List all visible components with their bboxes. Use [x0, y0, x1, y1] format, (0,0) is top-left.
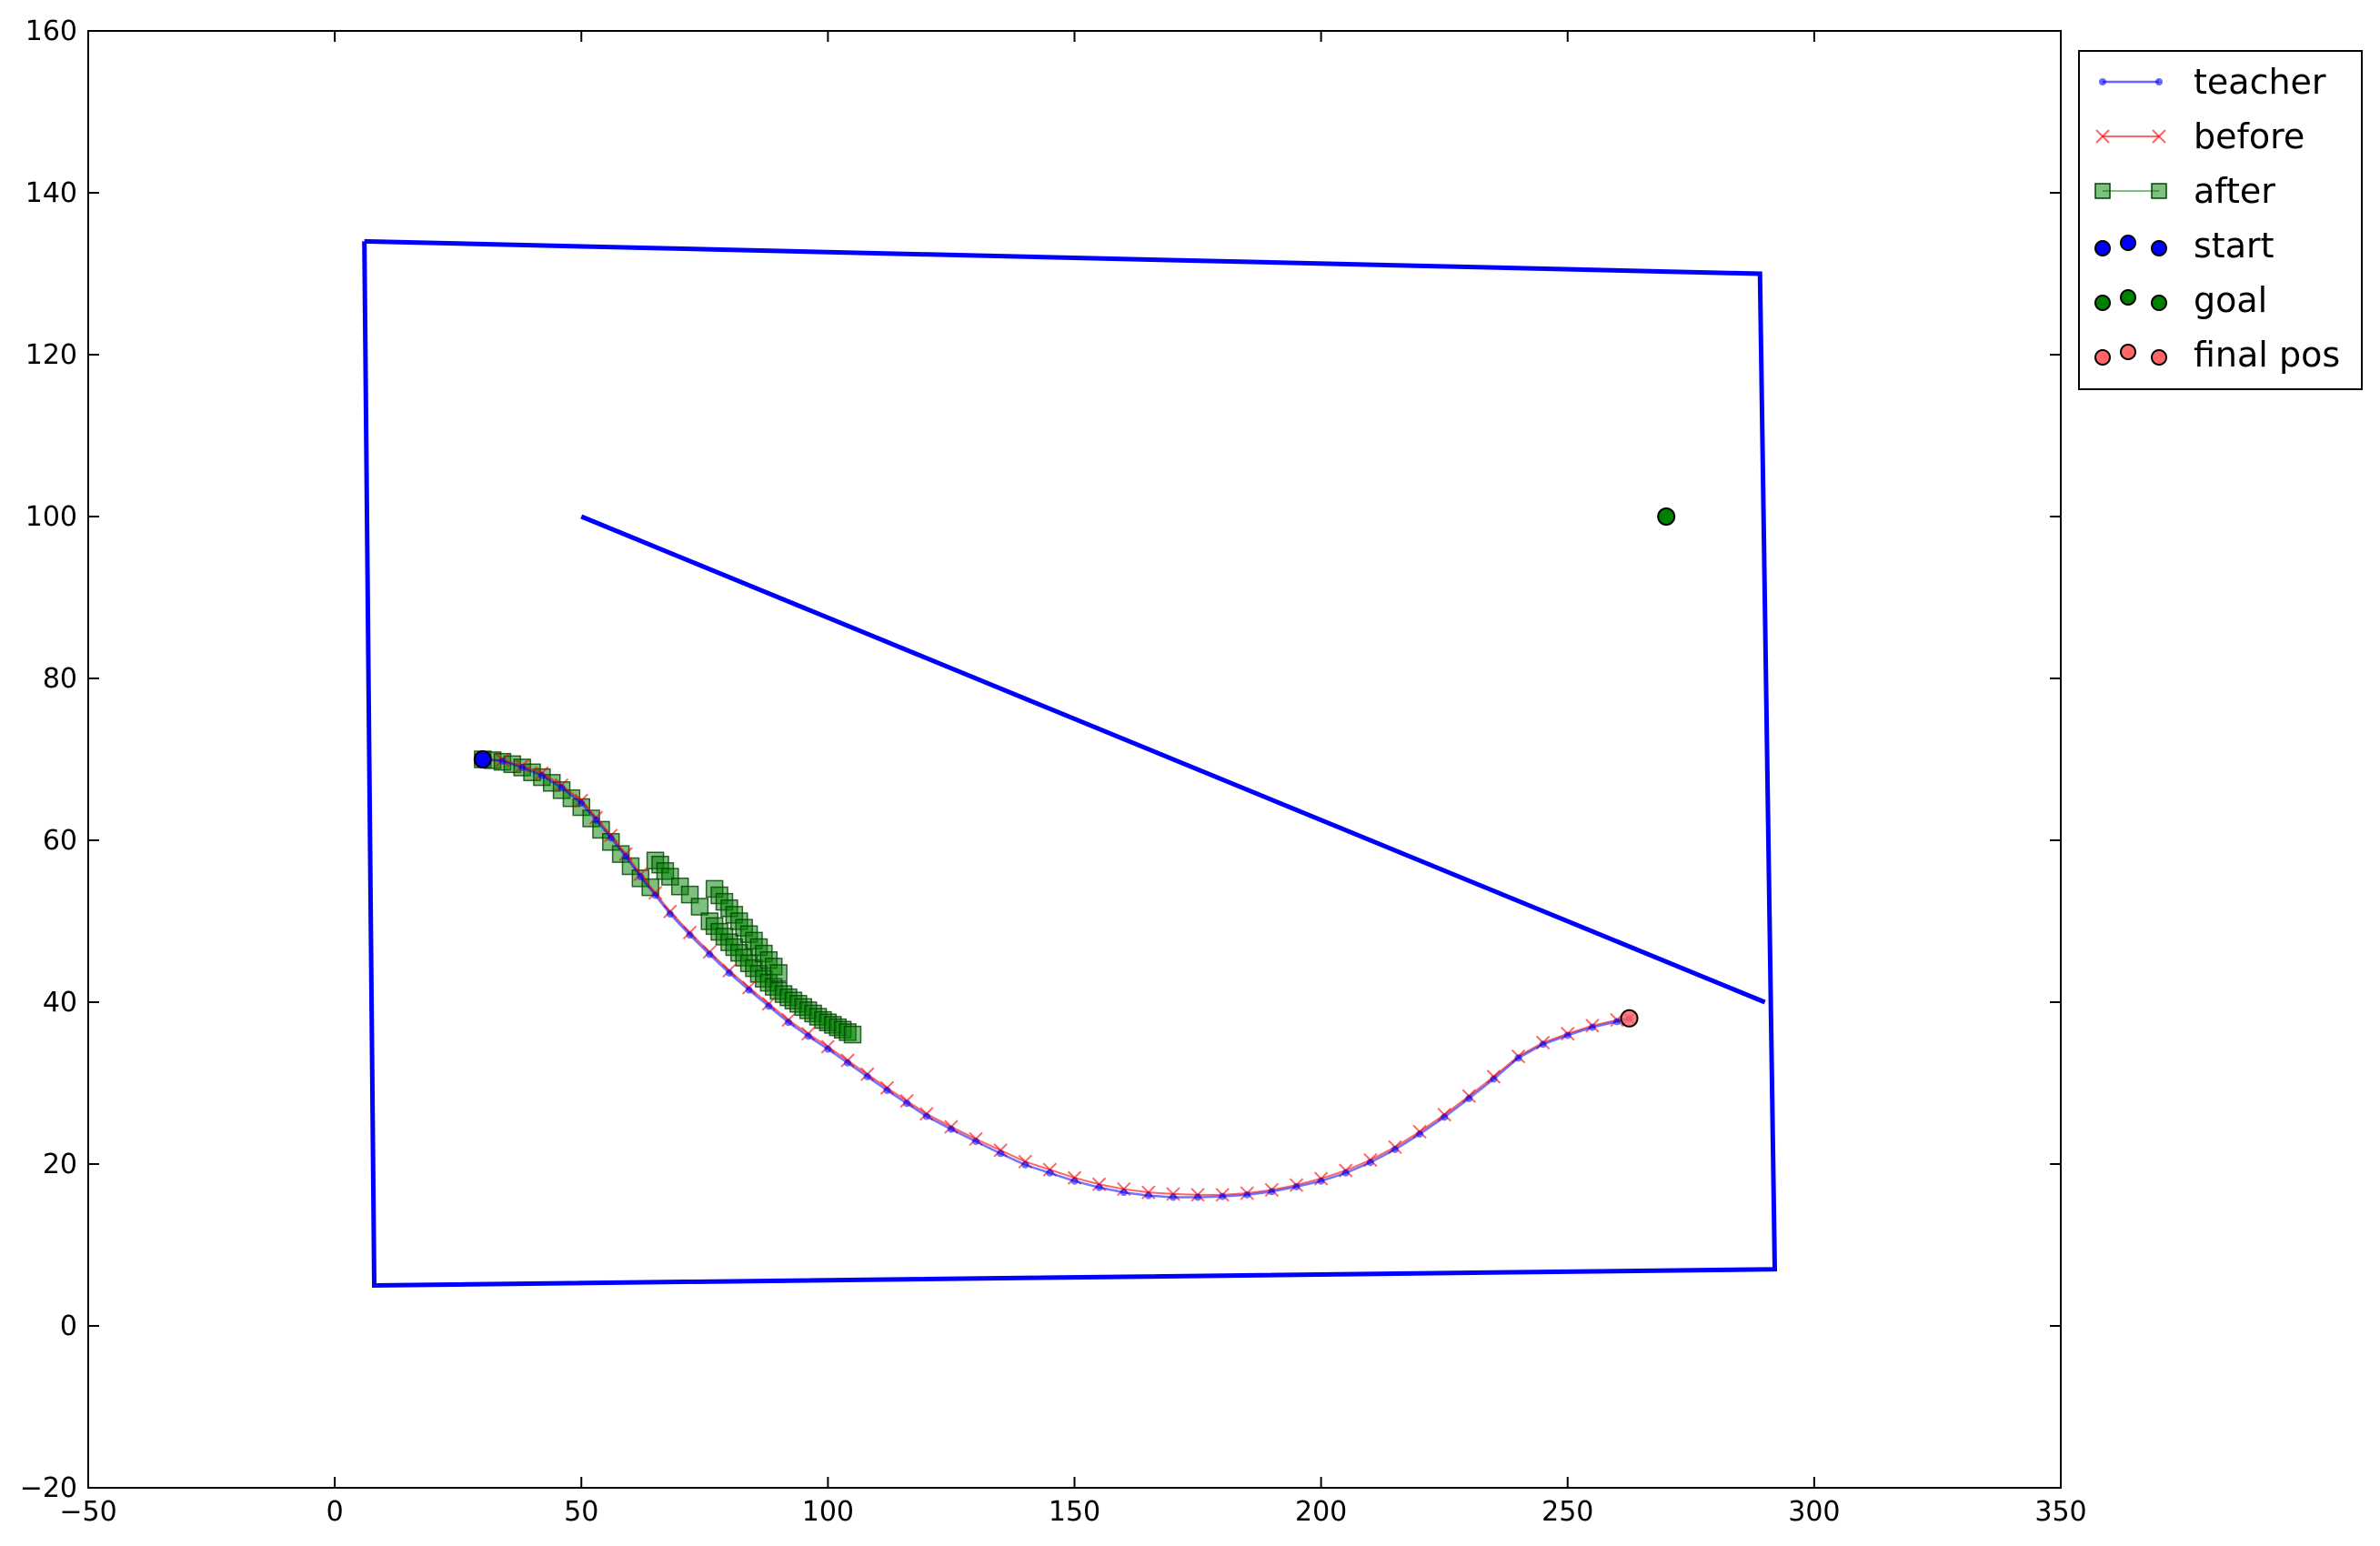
after-point	[690, 898, 709, 916]
teacher-point	[1366, 1159, 1374, 1167]
teacher-point	[666, 909, 674, 918]
x-tick-label: 350	[2034, 1496, 2086, 1528]
teacher-point	[1120, 1189, 1128, 1197]
teacher-point	[1219, 1192, 1227, 1200]
y-tick-label: 160	[25, 15, 77, 47]
y-tick-label: 40	[43, 987, 77, 1019]
teacher-point	[1341, 1169, 1350, 1177]
teacher-point	[947, 1125, 955, 1133]
teacher-point	[622, 852, 630, 860]
teacher-point	[1243, 1190, 1251, 1199]
teacher-point	[592, 816, 600, 824]
teacher-point	[1612, 1018, 1621, 1026]
teacher-point	[1268, 1188, 1276, 1196]
legend-label: final pos	[2194, 335, 2340, 375]
legend-label: after	[2194, 171, 2275, 211]
teacher-point	[518, 763, 527, 771]
legend-label: goal	[2194, 280, 2267, 320]
teacher-point	[1588, 1023, 1596, 1031]
y-tick-label: 20	[43, 1149, 77, 1180]
series-line-teacher	[482, 758, 1630, 1199]
legend-box	[2078, 50, 2363, 390]
teacher-point	[1490, 1075, 1498, 1083]
y-tick-label: 100	[25, 501, 77, 533]
legend-entry-start: start	[2094, 226, 2275, 266]
teacher-point	[903, 1099, 911, 1108]
obstacle-line	[580, 514, 1766, 1005]
x-tick-label: 50	[564, 1496, 598, 1528]
teacher-point	[1144, 1191, 1152, 1200]
teacher-point	[844, 1059, 852, 1067]
y-tick-label: 0	[60, 1310, 77, 1342]
teacher-point	[1317, 1177, 1325, 1185]
y-tick-label: 120	[25, 339, 77, 371]
teacher-point	[1070, 1177, 1079, 1185]
teacher-point	[972, 1138, 980, 1146]
series-layer	[473, 507, 1676, 1202]
teacher-point	[745, 986, 753, 994]
obstacle-line	[362, 238, 1778, 1289]
y-tick-label: 140	[25, 177, 77, 209]
x-tick-label: 250	[1541, 1496, 1593, 1528]
teacher-point	[577, 799, 586, 808]
teacher-point	[607, 834, 615, 842]
legend: teacher before after start goal final pos	[2078, 50, 2363, 390]
teacher-point	[1514, 1054, 1522, 1062]
teacher-point	[498, 757, 507, 765]
legend-entry-goal: goal	[2094, 280, 2267, 320]
legend-entry-after: after	[2094, 171, 2275, 211]
y-tick-label: −20	[20, 1472, 77, 1504]
teacher-point	[1194, 1193, 1202, 1201]
y-tick-label: 80	[43, 663, 77, 695]
teacher-point	[1169, 1193, 1177, 1201]
teacher-point	[1539, 1040, 1547, 1049]
teacher-point	[784, 1019, 792, 1027]
teacher-point	[765, 1002, 773, 1010]
teacher-point	[706, 950, 714, 959]
obstacles	[362, 238, 1778, 1289]
teacher-point	[537, 771, 546, 779]
teacher-point	[1021, 1160, 1029, 1169]
teacher-point	[686, 931, 694, 939]
x-tick-label: 100	[802, 1496, 854, 1528]
after-point	[843, 1025, 862, 1044]
legend-entry-final-pos: final pos	[2094, 335, 2340, 375]
legend-label: teacher	[2194, 62, 2326, 102]
x-tick-label: 200	[1295, 1496, 1347, 1528]
teacher-point	[1465, 1094, 1473, 1102]
teacher-point	[1391, 1145, 1399, 1153]
axis-ticks: −50 0 50 100 150 200 250 300 350 −20 0 20 40 60 80 100 1…	[20, 15, 2087, 1528]
y-tick-label: 60	[43, 825, 77, 857]
teacher-point	[1095, 1183, 1103, 1191]
teacher-point	[1441, 1113, 1449, 1121]
teacher-point	[725, 969, 733, 977]
legend-entry-before: before	[2095, 116, 2305, 156]
final-pos-marker	[1620, 1009, 1639, 1028]
x-tick-label: −50	[59, 1496, 116, 1528]
teacher-point	[922, 1112, 930, 1120]
x-tick-label: 300	[1788, 1496, 1840, 1528]
teacher-point	[804, 1032, 812, 1040]
x-tick-label: 0	[326, 1496, 344, 1528]
legend-label: before	[2194, 116, 2305, 156]
teacher-point	[637, 873, 645, 881]
teacher-point	[1046, 1169, 1054, 1177]
legend-entry-teacher: teacher	[2099, 62, 2326, 102]
x-tick-label: 150	[1049, 1496, 1100, 1528]
teacher-point	[883, 1087, 891, 1095]
series-line-before	[482, 758, 1630, 1196]
start-marker	[473, 750, 492, 768]
legend-label: start	[2194, 226, 2275, 266]
goal-marker	[1657, 507, 1676, 526]
teacher-point	[557, 784, 566, 792]
teacher-point	[997, 1149, 1005, 1158]
teacher-point	[863, 1072, 871, 1080]
teacher-point	[1292, 1182, 1300, 1190]
teacher-point	[1563, 1031, 1572, 1039]
teacher-point	[1416, 1130, 1424, 1139]
after-point	[769, 964, 788, 982]
teacher-point	[651, 891, 659, 899]
teacher-point	[824, 1045, 832, 1053]
